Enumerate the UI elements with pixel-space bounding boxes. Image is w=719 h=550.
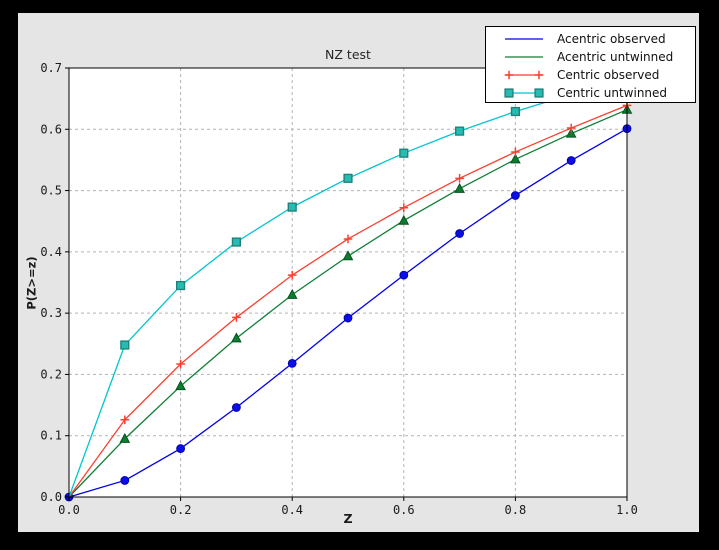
marker-triangle-up-acentric-untwinned [231, 332, 242, 343]
marker-square-centric-untwinned [175, 280, 186, 291]
legend-line-sample [505, 56, 543, 58]
marker-triangle-up-acentric-untwinned [119, 432, 131, 443]
marker-triangle-up-acentric-untwinned [175, 380, 186, 391]
x-axis-label: Z [343, 511, 353, 526]
legend-label: Acentric observed [557, 32, 666, 46]
y-tick-label: 0.2 [40, 367, 62, 381]
legend-line-sample [504, 88, 544, 98]
marker-square-centric-untwinned [510, 106, 521, 117]
y-tick-label: 0.5 [40, 184, 62, 198]
marker-triangle-up-acentric-untwinned [286, 288, 298, 299]
legend-sample-marker [504, 88, 514, 98]
legend-sample-marker [534, 70, 544, 80]
y-tick-label: 0.4 [40, 245, 62, 259]
plot-background [69, 68, 627, 497]
marker-circle-acentric-observed [511, 191, 520, 200]
x-tick-label: 0.6 [393, 503, 415, 517]
legend-entry: Acentric observed [503, 30, 695, 48]
legend-label: Centric untwinned [557, 86, 668, 100]
marker-plus-centric-observed [176, 359, 185, 369]
marker-triangle-up-acentric-untwinned [398, 214, 410, 225]
marker-square-centric-untwinned [399, 148, 409, 158]
marker-square-centric-untwinned [343, 173, 353, 183]
marker-triangle-up-acentric-untwinned [454, 182, 465, 193]
x-tick-label: 0.8 [505, 503, 527, 517]
y-tick-label: 0.1 [40, 429, 62, 443]
marker-square-centric-untwinned [231, 237, 242, 247]
x-tick-label: 1.0 [616, 503, 638, 517]
marker-triangle-up-acentric-untwinned [565, 127, 577, 138]
marker-triangle-up-acentric-untwinned [510, 153, 521, 164]
x-tick-label: 0.0 [58, 503, 80, 517]
legend-line-sample [505, 38, 543, 40]
legend-label: Centric observed [557, 68, 660, 82]
legend-entry: Centric untwinned [503, 84, 695, 102]
y-tick-label: 0.6 [40, 122, 62, 136]
marker-plus-centric-observed [566, 123, 576, 133]
marker-triangle-up-acentric-untwinned [342, 250, 354, 261]
marker-circle-acentric-observed [399, 270, 409, 280]
marker-square-centric-untwinned [287, 202, 297, 212]
chart-title: NZ test [325, 47, 371, 62]
marker-circle-acentric-observed [176, 444, 186, 453]
y-tick-label: 0.7 [40, 61, 62, 75]
marker-plus-centric-observed [287, 270, 297, 280]
legend: Acentric observed Acentric untwinned Cen… [485, 26, 696, 103]
y-axis-label: P(Z>=z) [25, 255, 39, 310]
y-tick-label: 0.3 [40, 306, 62, 320]
marker-circle-acentric-observed [120, 476, 130, 485]
marker-plus-centric-observed [511, 147, 520, 157]
marker-circle-acentric-observed [287, 358, 297, 368]
legend-line-sample [504, 70, 544, 80]
marker-plus-centric-observed [343, 234, 353, 244]
x-tick-label: 0.2 [170, 503, 192, 517]
marker-plus-centric-observed [232, 313, 241, 322]
legend-entry: Centric observed [503, 66, 695, 84]
y-tick-label: 0.0 [40, 490, 62, 504]
figure: 0.0 0.2 0.4 0.6 0.8 1.0 0.0 0.1 0.2 0.3 0.4 0.5 0.6 0… [18, 13, 699, 532]
legend-label: Acentric untwinned [557, 50, 674, 64]
marker-square-centric-untwinned [455, 126, 465, 136]
legend-sample-marker [534, 88, 544, 98]
marker-circle-acentric-observed [566, 156, 576, 165]
x-tick-label: 0.4 [281, 503, 303, 517]
marker-circle-acentric-observed [343, 313, 353, 323]
marker-circle-acentric-observed [232, 403, 241, 412]
marker-plus-centric-observed [120, 415, 130, 425]
legend-sample-marker [504, 70, 514, 80]
chart-canvas: 0.0 0.2 0.4 0.6 0.8 1.0 0.0 0.1 0.2 0.3 0.4 0.5 0.6 0… [40, 61, 638, 517]
marker-square-centric-untwinned [120, 340, 130, 350]
marker-plus-centric-observed [399, 203, 409, 213]
axis-frame [68, 67, 628, 498]
marker-circle-acentric-observed [455, 229, 465, 238]
marker-plus-centric-observed [455, 174, 464, 183]
legend-entry: Acentric untwinned [503, 48, 695, 66]
